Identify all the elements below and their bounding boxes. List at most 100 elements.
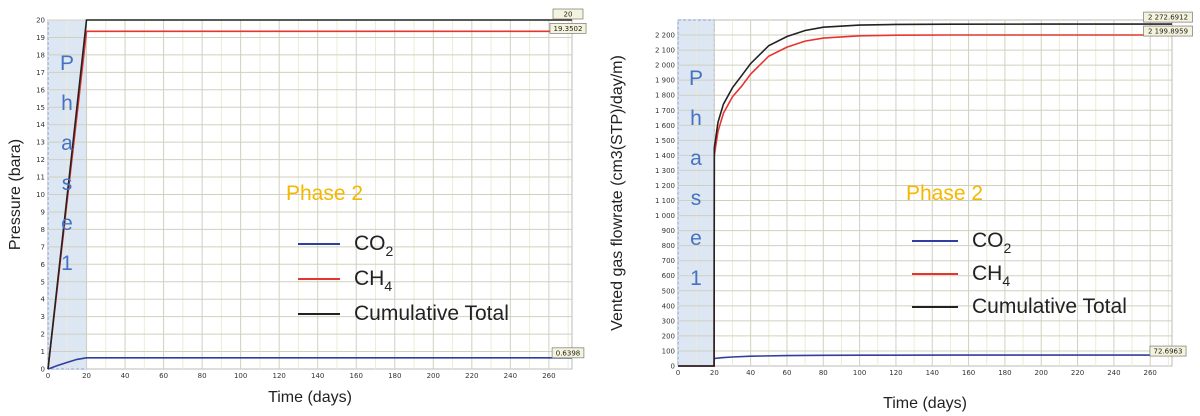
y-tick-label: 1 300 [655, 167, 675, 175]
y-tick-label: 18 [36, 51, 45, 59]
x-tick-label: 40 [121, 372, 130, 380]
series-line-ch4 [678, 34, 1172, 367]
phase2-label: Phase 2 [286, 182, 363, 205]
phase1-letter: e [61, 212, 73, 235]
x-tick-label: 260 [542, 372, 555, 380]
end-value-label-co2: 72.6963 [1149, 345, 1187, 357]
legend-label-subscript: 4 [1002, 273, 1010, 289]
x-tick-label: 80 [819, 369, 828, 377]
y-tick-label: 100 [662, 347, 675, 355]
end-value-box [551, 347, 585, 359]
end-value-label-ch4: 2 199.8959 [1143, 25, 1193, 37]
flowrate-chart-svg: 0 20 40 60 80 100 120 140 160 180 200 220 240 2600100… [609, 11, 1193, 412]
y-tick-label: 13 [36, 139, 45, 147]
legend-label-subscript: 2 [1004, 240, 1012, 256]
flowrate-chart: 0 20 40 60 80 100 120 140 160 180 200 220 240 260 0 100… [600, 0, 1200, 416]
y-tick-label: 2 100 [655, 47, 675, 55]
y-tick-label: 0 [671, 363, 675, 371]
series-line-total [47, 19, 572, 370]
x-tick-label: 120 [889, 369, 902, 377]
legend-label-co2: CO2 [972, 229, 1012, 256]
y-tick-label: 9 [41, 208, 45, 216]
legend-label-text: CH [354, 267, 384, 290]
x-tick-label: 180 [998, 369, 1011, 377]
legend-label-total: Cumulative Total [354, 302, 509, 325]
y-tick-label: 0 [41, 366, 45, 374]
x-tick-label: 220 [465, 372, 478, 380]
end-value-text: 2 272.6912 [1148, 14, 1188, 22]
pressure-chart: 0 20 40 60 80 100 120 140 160 180 200 220 240 260 0 1 2 3… [7, 8, 587, 406]
y-tick-label: 20 [36, 17, 45, 25]
end-value-text: 72.6963 [1154, 348, 1183, 356]
x-tick-label: 240 [504, 372, 517, 380]
phase1-letter: s [691, 187, 702, 210]
end-value-box [549, 22, 587, 34]
y-tick-label: 4 [41, 296, 46, 304]
end-value-text: 19.3502 [554, 25, 583, 33]
legend-label-text: Cumulative Total [972, 295, 1127, 318]
legend-label-text: CH [972, 262, 1002, 285]
y-tick-label: 3 [41, 313, 45, 321]
y-tick-label: 6 [41, 261, 46, 269]
phase1-letter: 1 [61, 252, 73, 275]
end-value-label-ch4: 19.3502 [549, 22, 587, 34]
legend-label-ch4: CH4 [972, 262, 1010, 289]
y-tick-label: 1 200 [655, 182, 675, 190]
phase1-letter: a [690, 147, 702, 170]
y-tick-label: 700 [662, 257, 675, 265]
legend-label-text: Cumulative Total [354, 302, 509, 325]
x-tick-label: 60 [159, 372, 168, 380]
y-tick-label: 1 900 [655, 77, 675, 85]
phase1-letter: 1 [690, 267, 702, 290]
x-tick-label: 140 [311, 372, 324, 380]
x-tick-label: 140 [926, 369, 939, 377]
y-tick-label: 1 [41, 348, 45, 356]
x-tick-label: 20 [710, 369, 719, 377]
x-tick-label: 0 [46, 372, 50, 380]
x-tick-label: 180 [388, 372, 401, 380]
end-value-text: 0.6398 [556, 349, 581, 357]
x-tick-label: 80 [198, 372, 207, 380]
y-tick-label: 600 [662, 272, 675, 280]
pressure-chart-svg: 0 20 40 60 80 100 120 140 160 180 200 220 240 2600123… [7, 8, 587, 406]
y-tick-label: 14 [36, 121, 45, 129]
y-tick-label: 2 000 [655, 62, 675, 70]
y-tick-label: 2 200 [655, 32, 675, 40]
x-tick-label: 200 [427, 372, 440, 380]
series-line-co2 [47, 356, 572, 370]
phase1-letter: P [60, 52, 74, 75]
end-value-label-total: 20 [552, 8, 584, 20]
end-value-box [1149, 345, 1187, 357]
y-tick-label: 500 [662, 287, 675, 295]
x-tick-label: 220 [1071, 369, 1084, 377]
y-tick-label: 1 600 [655, 122, 675, 130]
legend-label-ch4: CH4 [354, 267, 392, 294]
y-tick-label: 200 [662, 332, 675, 340]
phase1-letter: h [690, 107, 702, 130]
end-value-text: 20 [564, 11, 573, 19]
y-tick-label: 10 [36, 191, 45, 199]
x-tick-label: 120 [272, 372, 285, 380]
phase2-label: Phase 2 [906, 182, 983, 205]
x-tick-label: 0 [676, 369, 680, 377]
x-axis-title: Time (days) [268, 389, 352, 406]
x-tick-label: 60 [783, 369, 792, 377]
x-tick-label: 100 [853, 369, 866, 377]
legend-label-text: CO [354, 232, 386, 255]
end-value-box [1143, 25, 1193, 37]
y-tick-label: 1 100 [655, 197, 675, 205]
legend-label-total: Cumulative Total [972, 295, 1127, 318]
legend-label-text: CO [972, 229, 1004, 252]
y-tick-label: 1 400 [655, 152, 675, 160]
legend-label-subscript: 2 [386, 243, 394, 259]
x-tick-label: 240 [1107, 369, 1120, 377]
end-value-box [552, 8, 584, 20]
end-value-box [1143, 11, 1193, 23]
x-axis-title: Time (days) [883, 395, 967, 412]
phase1-letter: s [62, 172, 73, 195]
phase1-letter: h [61, 92, 73, 115]
legend-label-subscript: 4 [384, 278, 392, 294]
x-tick-label: 100 [234, 372, 247, 380]
x-tick-label: 40 [746, 369, 755, 377]
end-value-label-co2: 0.6398 [551, 347, 585, 359]
